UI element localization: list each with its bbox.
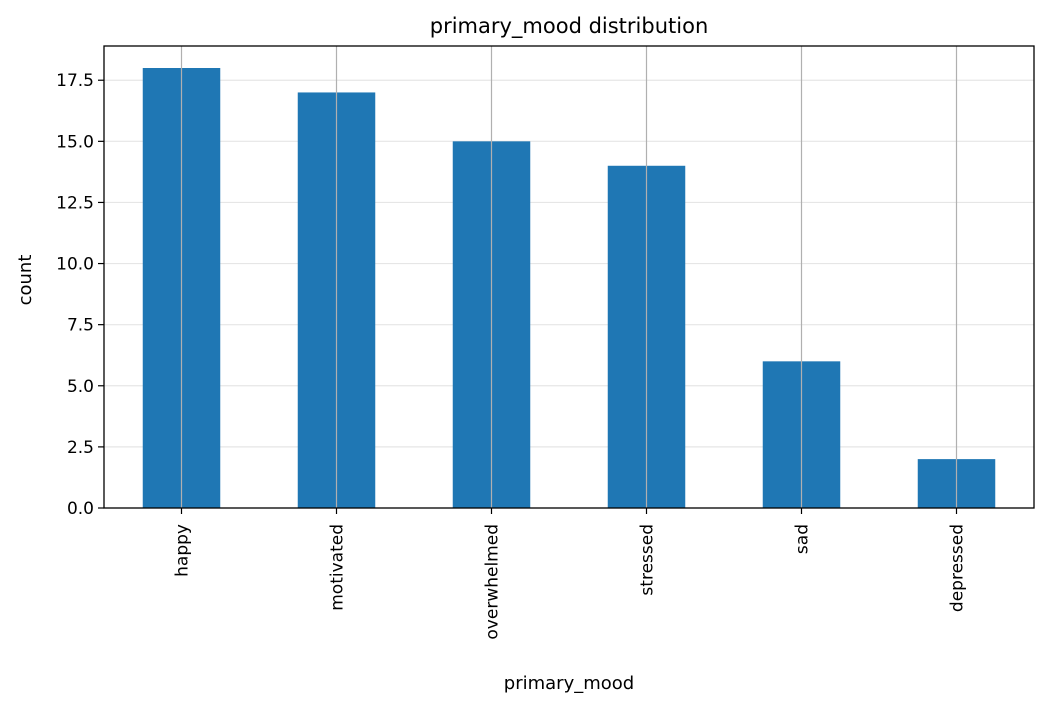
y-tick-label: 15.0 xyxy=(56,132,94,152)
y-tick-label: 12.5 xyxy=(56,193,94,213)
y-tick-label: 17.5 xyxy=(56,71,94,91)
x-tick-label-happy: happy xyxy=(173,524,193,577)
x-tick-label-motivated: motivated xyxy=(328,524,348,611)
plot-frame xyxy=(103,45,1035,509)
y-axis-label: count xyxy=(15,255,36,306)
y-axis-ticks: 0.0 2.5 5.0 7.5 10.0 12.5 15.0 17.5 xyxy=(56,71,104,519)
chart-title: primary_mood distribution xyxy=(430,14,709,39)
y-tick-label: 7.5 xyxy=(67,316,94,336)
x-tick-label-overwhelmed: overwhelmed xyxy=(483,524,503,640)
y-tick-label: 5.0 xyxy=(67,377,94,397)
horizontal-gridlines xyxy=(104,79,1034,509)
vertical-gridlines xyxy=(180,46,958,508)
y-tick-label: 10.0 xyxy=(56,255,94,275)
x-tick-label-depressed: depressed xyxy=(948,524,968,612)
y-tick-label: 2.5 xyxy=(67,438,94,458)
x-axis-label: primary_mood xyxy=(504,673,634,694)
y-tick-label: 0.0 xyxy=(67,499,94,519)
x-tick-label-stressed: stressed xyxy=(638,524,658,596)
x-tick-label-sad: sad xyxy=(793,524,813,554)
bars xyxy=(142,68,996,509)
x-axis-ticks: happy motivated overwhelmed stressed sad depr… xyxy=(173,508,968,640)
